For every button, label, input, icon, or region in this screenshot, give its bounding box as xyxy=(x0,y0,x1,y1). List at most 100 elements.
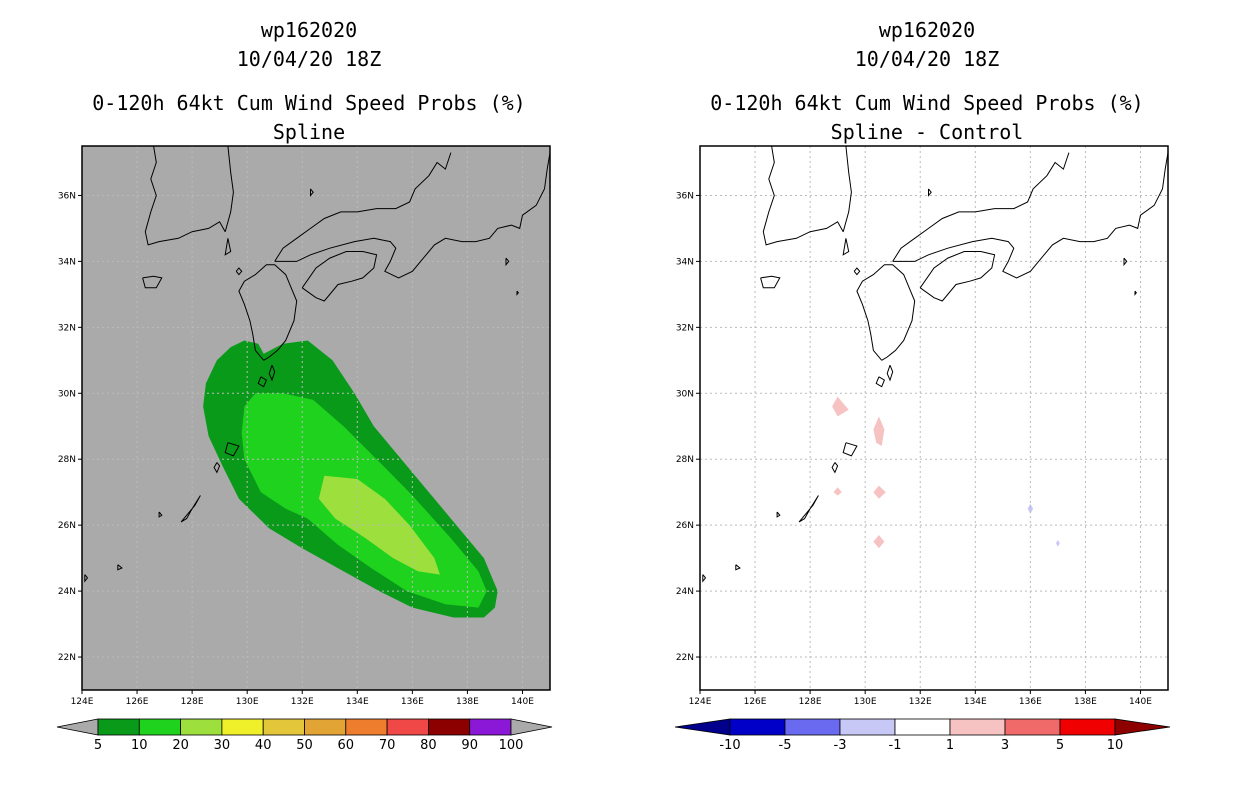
colorbar-label: 50 xyxy=(296,738,313,753)
colorbar-label: 20 xyxy=(172,738,189,753)
title-datetime: 10/04/20 18Z xyxy=(854,47,1000,71)
x-tick-label: 128E xyxy=(181,697,204,707)
coastline xyxy=(144,146,226,246)
colorbar-segment xyxy=(1059,718,1116,736)
colorbar-label: 100 xyxy=(499,738,524,753)
coastline xyxy=(853,267,861,276)
coastline xyxy=(268,365,276,382)
contour-fill-20 xyxy=(318,475,440,575)
y-tick-label: 28N xyxy=(676,455,694,465)
coastline xyxy=(142,275,163,289)
y-tick-label: 36N xyxy=(58,191,76,201)
coastline xyxy=(117,564,123,571)
coastline xyxy=(919,251,996,302)
colorbar-segment xyxy=(221,718,264,736)
colorbar-label: 30 xyxy=(214,738,231,753)
x-tick-label: 126E xyxy=(126,697,149,707)
colorbar-segment xyxy=(304,718,347,736)
colorbar-label: 3 xyxy=(1001,738,1009,753)
y-tick-label: 30N xyxy=(676,389,694,399)
y-tick-label: 22N xyxy=(676,653,694,663)
colorbar-under-triangle xyxy=(56,718,99,736)
coastline xyxy=(892,152,1168,279)
x-tick-label: 132E xyxy=(909,697,932,707)
colorbar-over-triangle xyxy=(1114,718,1171,736)
colorbar-segment xyxy=(1004,718,1061,736)
colorbar-over-triangle xyxy=(510,718,553,736)
x-tick-label: 138E xyxy=(1074,697,1097,707)
coastline xyxy=(798,495,819,523)
colorbar-label: -3 xyxy=(834,738,847,753)
coastline xyxy=(886,365,894,382)
coastline xyxy=(224,238,232,256)
colorbar-segment xyxy=(469,718,512,736)
contour-fill-1 xyxy=(873,535,885,549)
contour-fill-1 xyxy=(832,396,849,417)
plot-frame xyxy=(699,145,1169,691)
contour-fill-1 xyxy=(873,485,886,499)
coastline xyxy=(257,376,268,388)
y-tick-label: 24N xyxy=(676,587,694,597)
y-tick-label: 32N xyxy=(58,323,76,333)
y-tick-label: 26N xyxy=(676,521,694,531)
x-tick-label: 126E xyxy=(744,697,767,707)
plot-background xyxy=(700,146,1168,690)
colorbar-label: 80 xyxy=(420,738,437,753)
colorbar-under-triangle xyxy=(674,718,731,736)
coastline xyxy=(235,267,243,276)
colorbar-label: 40 xyxy=(255,738,272,753)
y-tick-label: 28N xyxy=(58,455,76,465)
colorbar-label: -5 xyxy=(779,738,792,753)
coastline xyxy=(516,290,519,296)
x-tick-label: 136E xyxy=(401,697,424,707)
coastline xyxy=(735,564,741,571)
colorbar-segment xyxy=(784,718,841,736)
colorbar-label: 5 xyxy=(94,738,102,753)
x-tick-label: 138E xyxy=(456,697,479,707)
coastline xyxy=(760,275,781,289)
coastline xyxy=(180,495,201,523)
coastline xyxy=(776,511,781,518)
plot-area xyxy=(700,146,1168,690)
y-tick-label: 24N xyxy=(58,587,76,597)
colorbar-segment xyxy=(180,718,223,736)
coastline xyxy=(301,251,378,302)
coastline xyxy=(84,574,89,583)
coastline xyxy=(842,146,852,232)
probability-map: 124E 126E 128E 130E 132E 134E 136E 138E 140E 22N 2… xyxy=(56,145,553,753)
x-tick-label: 136E xyxy=(1019,697,1042,707)
coastline xyxy=(875,376,886,388)
y-tick-label: 36N xyxy=(676,191,694,201)
title-subtitle: Spline xyxy=(272,120,346,144)
colorbar-label: 10 xyxy=(1107,738,1124,753)
y-tick-label: 22N xyxy=(58,653,76,663)
coastline xyxy=(762,146,844,246)
title-subtitle: Spline - Control xyxy=(830,120,1024,144)
coastline xyxy=(505,257,510,267)
coastline xyxy=(1134,290,1137,296)
colorbar-segment xyxy=(427,718,471,736)
x-tick-label: 134E xyxy=(964,697,987,707)
coastline xyxy=(831,462,839,474)
colorbar-segment xyxy=(345,718,388,736)
difference-map: 124E 126E 128E 130E 132E 134E 136E 138E 140E 22N 2… xyxy=(674,145,1171,753)
coastline xyxy=(842,442,858,457)
plot-frame xyxy=(81,145,551,691)
title-datetime: 10/04/20 18Z xyxy=(236,47,382,71)
x-tick-label: 140E xyxy=(1129,697,1152,707)
x-tick-label: 132E xyxy=(291,697,314,707)
coastline xyxy=(1123,257,1128,267)
x-tick-label: 140E xyxy=(511,697,534,707)
contour-fill-1 xyxy=(873,416,885,446)
coastline xyxy=(213,462,221,474)
x-tick-label: 134E xyxy=(346,697,369,707)
coastline xyxy=(856,264,916,361)
y-tick-label: 32N xyxy=(676,323,694,333)
plot-area xyxy=(82,146,550,690)
colorbar-segment xyxy=(386,718,429,736)
contour-fill-1 xyxy=(833,487,842,496)
colorbar-label: -10 xyxy=(719,738,740,753)
y-tick-label: 34N xyxy=(58,257,76,267)
coastline xyxy=(842,238,850,256)
colorbar-label: -1 xyxy=(889,738,902,753)
